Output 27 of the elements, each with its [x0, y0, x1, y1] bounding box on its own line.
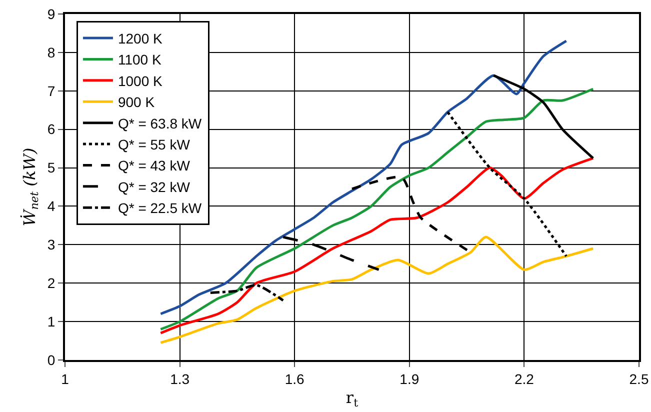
- y-tick-label: 0: [47, 352, 56, 368]
- y-tick-label: 6: [47, 121, 56, 138]
- legend-label: 900 K: [118, 94, 156, 110]
- legend-label: Q* = 32 kW: [118, 178, 191, 195]
- legend-label: 1200 K: [118, 30, 164, 46]
- x-axis-title: r$_{t}$: [346, 388, 359, 410]
- legend-label: Q* = 63.8 kW: [118, 115, 202, 132]
- y-tick-label: 2: [47, 275, 56, 292]
- x-tick-label: 1.6: [284, 370, 305, 387]
- x-tick-label: 2.5: [629, 370, 649, 387]
- y-tick-label: 3: [47, 236, 56, 253]
- line-series: [159, 236, 594, 344]
- y-tick-label: 5: [47, 160, 56, 176]
- y-tick-label: 7: [47, 82, 56, 99]
- legend-label: Q* = 22.5 kW: [118, 200, 202, 216]
- y-tick-label: 4: [47, 198, 56, 214]
- x-tick-label: 1.9: [400, 370, 420, 387]
- x-tick-label: 1.3: [170, 370, 190, 387]
- x-tick-label: 2.2: [514, 370, 534, 387]
- legend-label: 1000 K: [118, 72, 164, 89]
- x-tick-label: 1: [61, 370, 70, 387]
- y-tick-label: 1: [47, 313, 56, 330]
- legend-label: Q* = 55 kW: [118, 136, 191, 152]
- y-tick-label: 8: [47, 44, 56, 60]
- legend-label: 1100 K: [118, 52, 162, 68]
- y-tick-label: 9: [47, 6, 56, 22]
- legend-label: Q* = 43 kW: [118, 158, 191, 174]
